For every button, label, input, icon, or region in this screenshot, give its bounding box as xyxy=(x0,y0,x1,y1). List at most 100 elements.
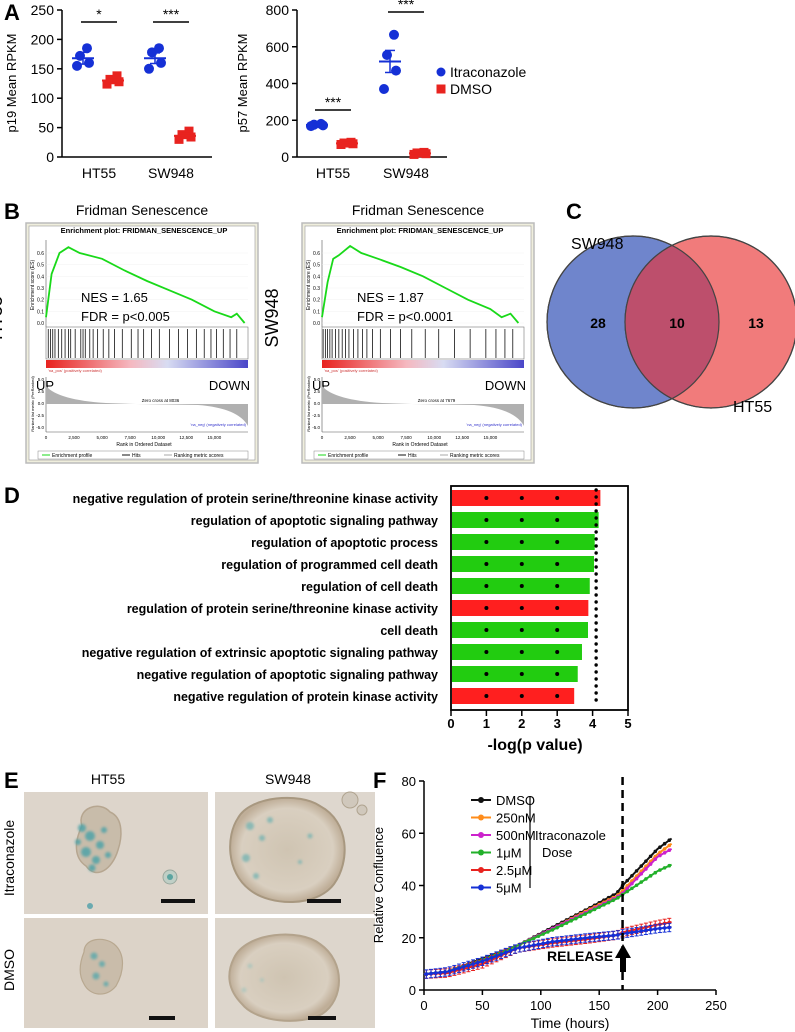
d-grid-dot xyxy=(555,672,560,676)
f-point xyxy=(438,970,443,975)
f-point xyxy=(662,847,667,851)
gsea-rank-axis-label: Ranked list metric (PreRanked) xyxy=(30,376,35,432)
d-grid-dot xyxy=(519,584,524,588)
d-grid-dot xyxy=(484,518,489,522)
f-point xyxy=(644,877,648,881)
gsea-rank-ytick: -5.0 xyxy=(312,425,320,430)
gsea-es-tick: 0.4 xyxy=(37,274,44,280)
d-category-label: negative regulation of extrinsic apoptot… xyxy=(82,646,438,660)
gsea-pos-label: 'na_pos' (positively correlated) xyxy=(48,368,102,373)
f-point xyxy=(588,935,592,940)
venn-label-ht55: HT55 xyxy=(733,399,772,416)
f-point xyxy=(630,930,634,935)
d-threshold-dot xyxy=(594,593,598,597)
release-arrow-icon xyxy=(615,944,631,972)
d-threshold-dot xyxy=(594,698,598,702)
f-point xyxy=(517,945,522,950)
d-grid-dot xyxy=(519,650,524,654)
f-point xyxy=(527,944,531,948)
scale-bar xyxy=(307,899,341,903)
f-point xyxy=(658,850,662,855)
d-threshold-dot xyxy=(594,684,598,688)
f-legend-label: 1μM xyxy=(496,846,522,861)
f-point xyxy=(634,876,639,881)
f-legend-marker xyxy=(478,867,484,873)
f-point xyxy=(639,880,644,884)
f-legend-marker xyxy=(478,814,484,821)
panel-letter-d: D xyxy=(4,483,20,508)
a-right-xtick-label: SW948 xyxy=(383,165,429,181)
venn-diagram: SW948 HT55 28 10 13 xyxy=(546,235,795,416)
a-left-point-itraconazole xyxy=(84,57,94,68)
a-left-point-dmso xyxy=(112,71,122,81)
f-point xyxy=(648,874,653,878)
gsea-rank-ytick: -2.5 xyxy=(312,413,320,418)
d-threshold-dot xyxy=(594,544,598,548)
a-left-point-itraconazole xyxy=(144,63,154,74)
d-grid-dot xyxy=(484,694,489,698)
f-legend-marker xyxy=(478,849,484,856)
legend-group-label-2: Dose xyxy=(542,845,572,860)
f-point xyxy=(630,886,634,891)
a-right-ytick-label: 800 xyxy=(266,2,290,18)
panel-letter-a: A xyxy=(4,0,20,25)
gsea-rank-ytick: -5.0 xyxy=(36,425,44,430)
gsea-es-axis-label: Enrichment score (ES) xyxy=(30,260,36,311)
gsea-rank-xtick: 2,500 xyxy=(68,435,80,440)
panel-letter-f: F xyxy=(373,768,386,793)
gsea-plot-title: Enrichment plot: FRIDMAN_SENESCENCE_UP xyxy=(337,226,504,235)
f-xtick-label: 100 xyxy=(530,998,552,1013)
d-bar xyxy=(452,666,578,682)
d-category-label: negative regulation of protein kinase ac… xyxy=(173,690,438,704)
d-grid-dot xyxy=(519,496,524,500)
d-threshold-dot xyxy=(594,586,598,590)
f-ytick-label: 20 xyxy=(402,931,416,946)
d-xtick-label: 2 xyxy=(518,716,525,731)
legend-dmso-label: DMSO xyxy=(450,81,492,97)
a-left-significance-label: *** xyxy=(163,6,180,22)
f-point xyxy=(513,947,517,951)
a-left-point-itraconazole xyxy=(154,43,164,54)
f-ytick-label: 60 xyxy=(402,826,416,841)
f-point xyxy=(499,952,503,957)
gsea-rank-xtick: 5,000 xyxy=(96,435,108,440)
gsea-es-tick: 0.1 xyxy=(37,309,44,315)
gsea-title: Fridman Senescence xyxy=(76,202,209,218)
a-right-significance-label: *** xyxy=(398,0,415,12)
d-xlabel: -log(p value) xyxy=(487,737,582,754)
d-threshold-dot xyxy=(594,488,598,492)
gsea-es-tick: 0.4 xyxy=(313,274,320,280)
f-legend-label: 500nM xyxy=(496,828,536,843)
d-xtick-label: 3 xyxy=(554,716,561,731)
d-xtick-label: 0 xyxy=(447,716,454,731)
gsea-rank-ytick: 2.5 xyxy=(314,389,321,394)
f-point xyxy=(522,945,527,949)
a-left-ytick-label: 150 xyxy=(31,61,55,77)
a-left-xtick-label: HT55 xyxy=(82,165,116,181)
f-point xyxy=(597,905,601,909)
gsea-rank-xtick: 5,000 xyxy=(372,435,384,440)
f-xtick-label: 0 xyxy=(420,998,427,1013)
f-point xyxy=(653,857,658,862)
d-grid-dot xyxy=(555,584,560,588)
gsea-rank-ytick: 2.5 xyxy=(38,389,45,394)
f-point xyxy=(489,955,494,960)
gsea-zero-cross: Zero cross at 8036 xyxy=(142,398,180,403)
gsea-legend-item: Ranking metric scores xyxy=(174,453,224,459)
f-point xyxy=(667,925,672,930)
micrograph-sw948-dmso xyxy=(215,918,375,1028)
f-point xyxy=(546,940,550,945)
f-point xyxy=(555,925,559,930)
d-grid-dot xyxy=(484,650,489,654)
gsea-pos-label: 'na_pos' (positively correlated) xyxy=(324,368,378,373)
f-point xyxy=(541,941,545,946)
gsea-up-label: UP xyxy=(312,378,330,393)
venn-overlap-region xyxy=(625,245,719,399)
f-point xyxy=(578,914,583,919)
gsea-legend-item: Enrichment profile xyxy=(328,453,369,459)
f-point xyxy=(461,965,466,969)
f-point xyxy=(658,845,662,849)
f-point xyxy=(662,851,667,855)
gsea-down-label: DOWN xyxy=(485,378,526,393)
f-point xyxy=(634,929,639,934)
